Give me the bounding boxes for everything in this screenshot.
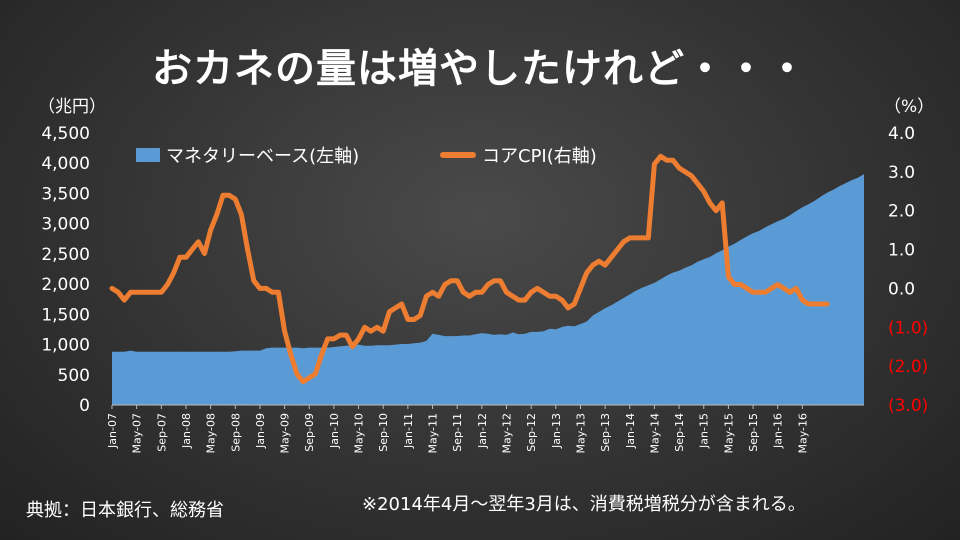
y-right-tick-label: (2.0)	[888, 357, 928, 377]
y-right-tick-label: 4.0	[888, 124, 915, 144]
x-tick-label: Sep-12	[525, 413, 538, 452]
series-line-core-cpi	[109, 153, 830, 385]
x-tick-label: Sep-14	[673, 413, 686, 452]
x-tick-label: Jan-09	[254, 413, 267, 449]
x-tick-label: Jan-13	[550, 413, 563, 449]
y-right-tick-label: (1.0)	[888, 318, 928, 338]
x-tick-label: Sep-13	[599, 413, 612, 452]
y-left-tick-label: 3,000	[41, 215, 90, 235]
legend-item-monetary-base: マネタリーベース(左軸)	[136, 142, 359, 168]
x-tick-label: May-07	[131, 413, 144, 454]
x-tick-label: May-13	[574, 413, 587, 454]
x-tick-label: Sep-09	[303, 413, 316, 452]
right-axis-unit: （%）	[884, 97, 935, 117]
left-axis-unit: （兆円）	[38, 97, 106, 117]
x-tick-label: May-14	[648, 413, 661, 454]
y-left-tick-label: 2,000	[41, 275, 90, 295]
x-tick-label: May-09	[279, 413, 292, 454]
x-tick-label: Sep-08	[229, 413, 242, 452]
y-right-tick-label: (3.0)	[888, 396, 928, 416]
x-tick-label: Jan-11	[402, 413, 415, 449]
x-tick-label: Jan-07	[106, 413, 119, 449]
y-right-tick-label: 2.0	[888, 202, 915, 222]
x-tick-label: Sep-11	[451, 413, 464, 452]
y-right-tick-label: 1.0	[888, 241, 915, 261]
y-right-tick-label: 0.0	[888, 279, 915, 299]
series-area-monetary-base	[112, 174, 864, 405]
x-tick-label: Jan-12	[476, 413, 489, 449]
x-tick-label: Sep-10	[377, 413, 390, 452]
legend-label-monetary-base: マネタリーベース(左軸)	[166, 146, 360, 167]
x-tick-label: May-15	[722, 413, 735, 454]
x-tick-label: Jan-15	[698, 413, 711, 449]
x-tick-label: May-08	[205, 413, 218, 454]
y-left-tick-label: 1,500	[41, 305, 90, 325]
legend-item-core-cpi: コアCPI(右軸)	[440, 142, 597, 168]
x-tick-label: Jan-10	[328, 413, 341, 449]
x-tick-label: May-16	[796, 413, 809, 454]
x-tick-label: Jan-14	[624, 413, 637, 449]
y-left-tick-label: 500	[58, 366, 90, 386]
y-left-tick-label: 0	[79, 396, 90, 416]
y-left-tick-label: 4,000	[41, 154, 90, 174]
source-note: 典拠：日本銀行、総務省	[26, 500, 224, 521]
x-tick-label: Sep-15	[747, 413, 760, 452]
x-tick-label: Jan-08	[180, 413, 193, 449]
y-left-tick-label: 3,500	[41, 184, 90, 204]
y-right-tick-label: 3.0	[888, 163, 915, 183]
x-tick-label: Jan-16	[772, 413, 785, 449]
y-left-tick-label: 4,500	[41, 124, 90, 144]
x-tick-label: May-10	[353, 413, 366, 454]
legend-swatch-area	[136, 148, 160, 162]
tax-note: ※2014年4月～翌年3月は、消費税増税分が含まれる。	[362, 494, 806, 515]
x-tick-label: May-11	[427, 413, 440, 454]
slide-title: おカネの量は増やしたけれど・・・	[152, 46, 808, 92]
legend-swatch-line	[440, 152, 476, 158]
legend-label-core-cpi: コアCPI(右軸)	[482, 146, 597, 167]
x-tick-label: May-12	[500, 413, 513, 454]
x-tick-label: Sep-07	[155, 413, 168, 452]
y-left-tick-label: 2,500	[41, 245, 90, 265]
y-left-tick-label: 1,000	[41, 336, 90, 356]
